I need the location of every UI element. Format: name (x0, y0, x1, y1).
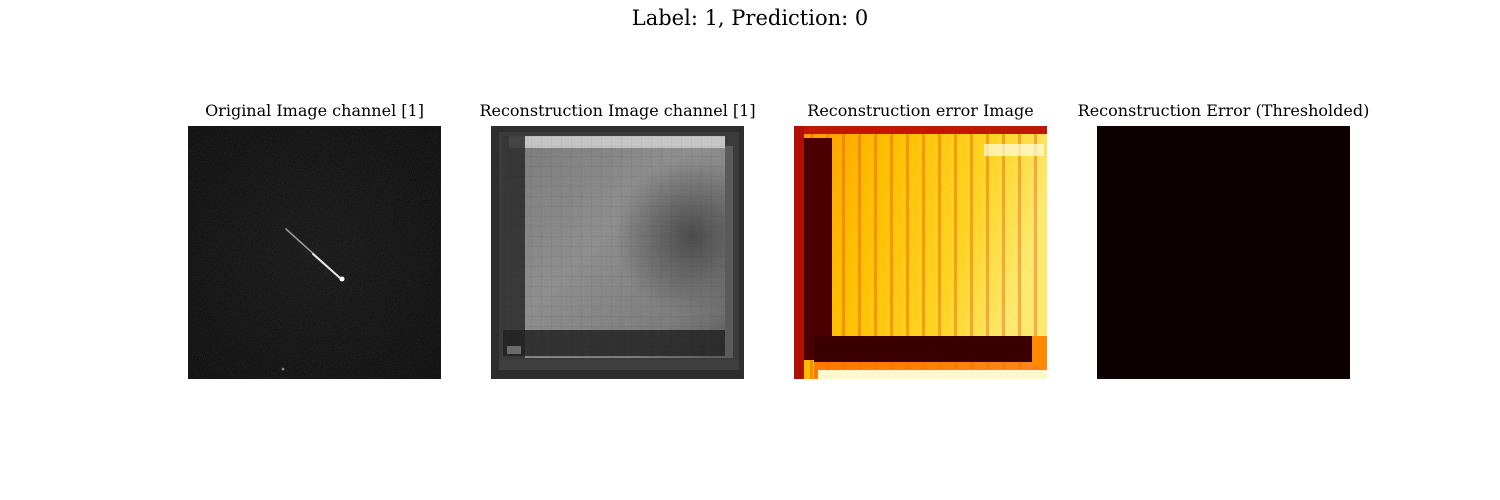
reconstruction-error-image (794, 126, 1047, 379)
reconstruction-image (491, 126, 744, 379)
thresholded-error-title: Reconstruction Error (Thresholded) (1077, 101, 1370, 120)
reconstruction-image-title: Reconstruction Image channel [1] (479, 101, 756, 120)
bright-spot (339, 276, 345, 282)
figure-title: Label: 1, Prediction: 0 (631, 6, 869, 30)
thresholded-fill (1097, 126, 1350, 379)
reconstruction-error-title: Reconstruction error Image (807, 101, 1034, 120)
thresholded-error-image (1097, 126, 1350, 379)
original-image-title: Original Image channel [1] (205, 101, 424, 120)
faint-star (281, 367, 285, 371)
original-image (188, 126, 441, 379)
